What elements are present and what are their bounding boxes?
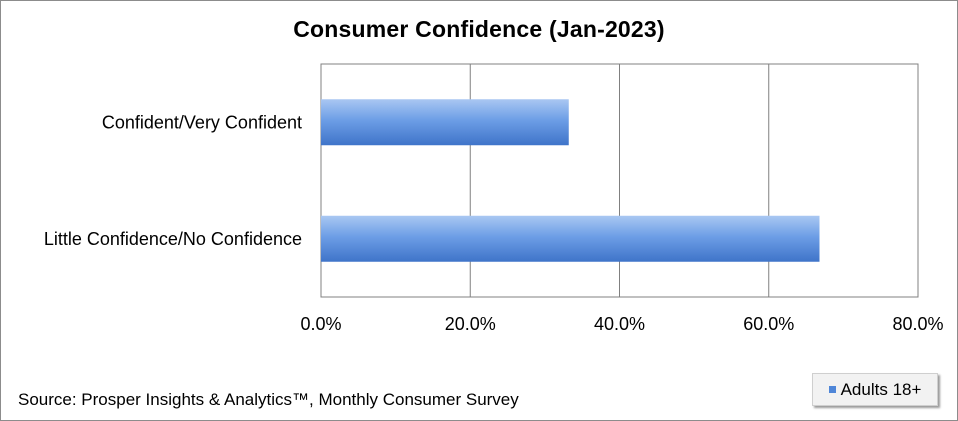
category-label: Confident/Very Confident xyxy=(102,112,302,132)
chart-title: Consumer Confidence (Jan-2023) xyxy=(293,16,665,42)
legend: Adults 18+ xyxy=(812,373,938,406)
x-tick-label: 20.0% xyxy=(445,314,496,334)
source-note: Source: Prosper Insights & Analytics™, M… xyxy=(18,390,519,409)
x-tick-label: 40.0% xyxy=(594,314,645,334)
x-tick-label: 0.0% xyxy=(300,314,341,334)
x-tick-label: 60.0% xyxy=(743,314,794,334)
bar xyxy=(321,215,820,262)
category-label: Little Confidence/No Confidence xyxy=(44,229,302,249)
x-tick-label: 80.0% xyxy=(892,314,943,334)
legend-swatch xyxy=(828,386,836,393)
legend-label: Adults 18+ xyxy=(840,379,922,399)
bar xyxy=(321,99,569,146)
